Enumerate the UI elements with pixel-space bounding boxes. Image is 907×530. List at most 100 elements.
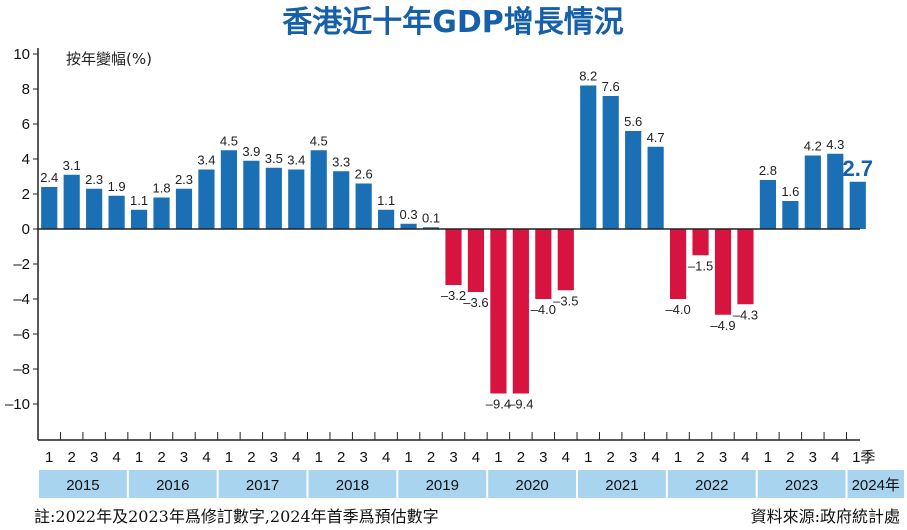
data-label-3: 2.3 [85,172,103,187]
y-tick-label: –8 [13,361,30,378]
quarter-label-5: 1 [135,449,143,466]
data-label-13: 4.5 [310,133,328,148]
quarter-label-24: 4 [562,449,570,466]
quarter-label-11: 3 [270,449,278,466]
bar-18 [422,227,440,229]
y-tick-label: –6 [13,326,30,343]
y-tick-label: 10 [13,46,30,63]
data-label-4: 1.9 [108,179,126,194]
data-label-29: –4.0 [665,302,690,317]
data-label-6: 1.8 [152,181,170,196]
bar-7 [175,188,193,229]
data-label-19: –3.2 [441,288,466,303]
bar-21 [490,229,507,394]
bar-14 [333,171,350,229]
quarter-label-31: 3 [719,449,727,466]
year-label: 2024年 [852,477,900,494]
year-band: 2015 2016 2017 2018 2019 2020 2021 2022 2023 2024… [39,470,904,498]
bar-12 [288,169,305,229]
bar-30 [692,229,709,256]
year-band-2020 [488,470,577,498]
bar-37 [849,181,866,229]
bar-20 [467,229,485,292]
data-label-7: 2.3 [175,172,193,187]
data-label-10: 3.9 [242,144,260,159]
bar-23 [535,229,552,299]
data-label-28: 4.7 [647,130,665,145]
bar-24 [557,229,574,291]
data-label-17: 0.3 [400,207,418,222]
y-tick-label: 8 [22,81,30,98]
data-label-18: 0.1 [422,210,440,225]
quarter-label-22: 2 [517,449,525,466]
quarter-label-34: 2 [786,449,794,466]
year-band-2019 [398,470,487,498]
data-label-1: 2.4 [40,170,58,185]
data-label-35: 4.2 [804,139,822,154]
year-label: 2015 [66,477,99,494]
quarter-label-8: 4 [202,449,210,466]
footer-source: 資料來源:政府統計處 [751,507,900,526]
y-tick-label: –4 [13,291,30,308]
bar-35 [804,155,821,229]
quarter-label-26: 2 [607,449,615,466]
year-label: 2016 [156,477,189,494]
data-label-15: 2.6 [355,167,373,182]
quarter-label-29: 1 [674,449,682,466]
data-label-24: –3.5 [553,293,578,308]
data-label-37: 2.7 [842,156,873,181]
y-tick-label: 2 [22,186,30,203]
bar-5 [130,209,148,229]
bar-29 [669,229,687,299]
quarter-label-23: 3 [539,449,547,466]
quarter-label-27: 3 [629,449,637,466]
y-axis-unit-label: 按年變幅(%) [66,50,152,68]
quarter-label-37: 1季 [852,449,875,466]
quarter-label-15: 3 [359,449,367,466]
year-band-2015 [39,470,127,498]
bar-26 [602,96,619,229]
quarter-label-4: 4 [112,449,120,466]
bar-8 [198,169,215,229]
chart-title: 香港近十年GDP增長情況 [282,5,624,40]
data-label-32: –4.3 [733,307,758,322]
data-label-20: –3.6 [463,295,488,310]
quarter-label-25: 1 [584,449,592,466]
y-tick-label: 6 [22,116,30,133]
data-label-8: 3.4 [197,153,215,168]
year-label: 2018 [336,477,369,494]
data-label-27: 5.6 [624,114,642,129]
data-label-21: –9.4 [486,397,511,412]
year-label: 2020 [515,477,548,494]
quarter-label-20: 4 [472,449,480,466]
quarter-label-3: 3 [90,449,98,466]
quarter-ticks: 1 2 3 4 1 2 3 4 1 2 3 4 1 2 3 4 1 2 3 4 1 2 3 4 1 2 3 4 1 2 3 4 1 2 3 4 1季 [37,432,875,466]
quarter-label-32: 4 [741,449,749,466]
footer-note: 註:2022年及2023年爲修訂數字,2024年首季爲預估數字 [34,507,439,526]
quarter-label-10: 2 [247,449,255,466]
year-label: 2017 [246,477,279,494]
quarter-label-36: 4 [831,449,839,466]
quarter-label-2: 2 [68,449,76,466]
y-tick-labels: 10 8 6 4 2 0 –2 –4 –6 –8 –10 [5,46,38,413]
data-label-31: –4.9 [710,318,735,333]
bar-9 [220,150,237,229]
data-label-11: 3.5 [265,151,283,166]
year-band-2024年 [847,470,904,498]
quarter-label-1: 1 [45,449,53,466]
data-label-5: 1.1 [130,193,148,208]
quarter-label-16: 4 [382,449,390,466]
bar-32 [737,229,754,305]
data-label-16: 1.1 [377,193,395,208]
quarter-label-28: 4 [651,449,659,466]
quarter-label-14: 2 [337,449,345,466]
bar-13 [310,150,327,229]
data-label-25: 8.2 [579,69,597,84]
bar-36 [827,153,844,229]
bar-27 [625,131,642,229]
bar-19 [445,229,462,285]
bar-28 [647,146,664,229]
quarter-label-9: 1 [225,449,233,466]
